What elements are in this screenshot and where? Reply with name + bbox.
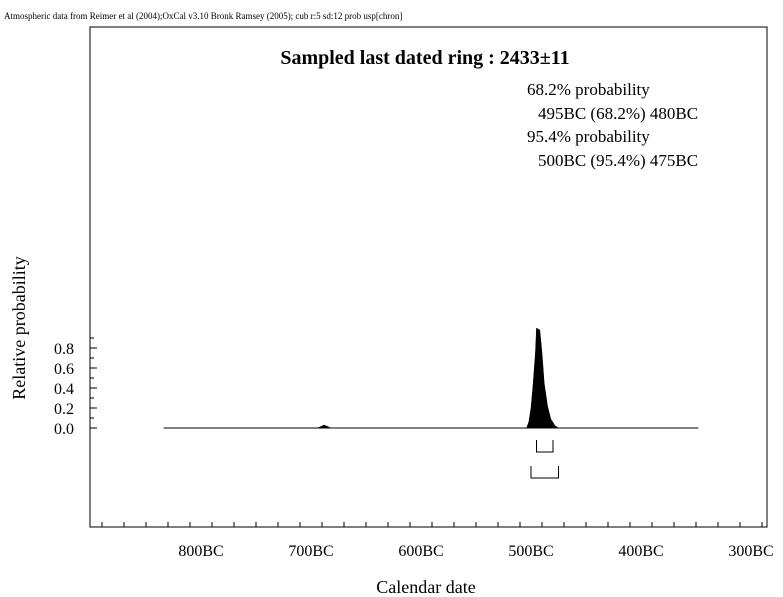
range-bracket-95 [530, 466, 559, 479]
range-68-label: 68.2% probability [527, 80, 650, 99]
x-tick-label: 500BC [508, 543, 553, 560]
y-tick-label: 0.4 [54, 381, 74, 398]
range-brackets [530, 440, 559, 479]
x-tick-label: 300BC [728, 543, 773, 560]
chart-title: Sampled last dated ring : 2433±11 [280, 47, 569, 69]
probability-plot [163, 327, 699, 429]
y-tick-label: 0.8 [54, 341, 74, 358]
x-tick-label: 700BC [288, 543, 333, 560]
range-95-text: 500BC (95.4%) 475BC [538, 151, 698, 170]
x-tick-label: 800BC [178, 543, 223, 560]
y-tick-label: 0.2 [54, 401, 74, 418]
x-tick-label: 400BC [618, 543, 663, 560]
probability-distribution [163, 327, 699, 429]
x-axis: 800BC 700BC 600BC 500BC 400BC 300BC [101, 522, 774, 560]
y-tick-label: 0.6 [54, 361, 74, 378]
y-axis: 0.0 0.2 0.4 0.6 0.8 [54, 337, 97, 438]
x-tick-label: 600BC [398, 543, 443, 560]
header-credit: Atmospheric data from Reimer et al (2004… [4, 11, 402, 21]
x-axis-label: Calendar date [376, 577, 475, 597]
range-95-label: 95.4% probability [527, 127, 650, 146]
range-68-text: 495BC (68.2%) 480BC [538, 104, 698, 123]
range-bracket-68 [536, 440, 554, 453]
y-tick-label: 0.0 [54, 421, 74, 438]
y-axis-label: Relative probability [9, 256, 29, 399]
plot-frame [89, 26, 768, 528]
